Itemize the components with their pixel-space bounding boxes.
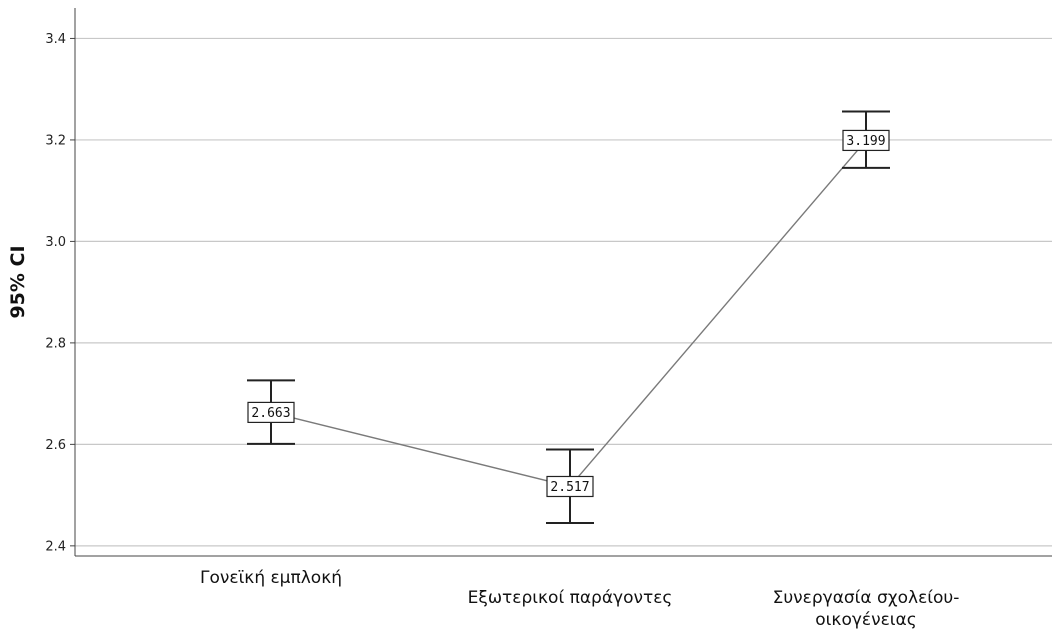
x-category-label: Γονεϊκή εμπλοκή xyxy=(200,568,342,588)
mean-label-box xyxy=(546,475,594,498)
series-line xyxy=(270,139,867,488)
mean-value-label: 3.199 xyxy=(846,134,885,149)
axes xyxy=(74,8,1052,557)
mean-label-box xyxy=(842,129,890,152)
x-category-label: Εξωτερικοί παράγοντες xyxy=(468,588,673,608)
mean-labels: 2.663 2.517 3.199 xyxy=(247,129,890,498)
y-tick-labels: 2.4 2.6 2.8 3.0 3.2 3.4 xyxy=(45,32,75,554)
gridlines xyxy=(75,37,1052,547)
mean-value-label: 2.517 xyxy=(550,480,589,495)
mean-value-label: 2.663 xyxy=(251,406,290,421)
y-tick-label: 2.8 xyxy=(45,336,66,351)
y-axis-title: 95% CI xyxy=(7,245,29,318)
x-category-label: Συνεργασία σχολείου- xyxy=(773,588,960,608)
y-tick-label: 2.6 xyxy=(45,438,66,453)
mean-label-box xyxy=(247,401,295,424)
y-tick-label: 2.4 xyxy=(45,539,66,554)
mean-line xyxy=(270,139,867,488)
y-tick-label: 3.0 xyxy=(45,235,66,250)
y-tick-label: 3.2 xyxy=(45,133,66,148)
x-category-label: οικογένειας xyxy=(815,610,916,629)
y-tick-label: 3.4 xyxy=(45,32,66,47)
x-category-labels: Γονεϊκή εμπλοκή Εξωτερικοί παράγοντες Συνε… xyxy=(200,568,959,629)
error-bars xyxy=(247,110,890,525)
